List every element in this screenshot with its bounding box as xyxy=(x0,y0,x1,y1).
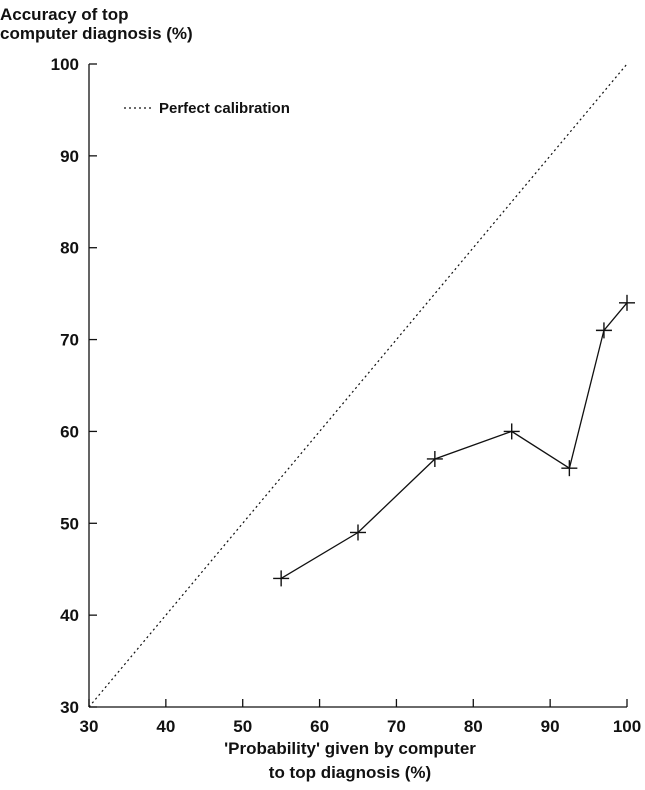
observed-accuracy-line xyxy=(280,302,628,579)
x-tick-label: 90 xyxy=(541,717,560,736)
data-point-marker xyxy=(273,570,290,587)
x-axis-title: 'Probability' given by computer to top di… xyxy=(224,739,476,782)
x-tick-label: 100 xyxy=(613,717,641,736)
data-point-marker xyxy=(426,450,443,467)
y-axis-ticks: 30 40 50 60 70 80 90 100 xyxy=(51,55,97,717)
x-tick-label: 60 xyxy=(310,717,329,736)
y-axis-title-line: Accuracy of top xyxy=(0,5,128,24)
x-tick-label: 70 xyxy=(387,717,406,736)
x-axis-ticks: 30 40 50 60 70 80 90 100 xyxy=(80,699,641,736)
perfect-calibration-line xyxy=(88,63,628,708)
y-tick-label: 70 xyxy=(60,331,79,350)
legend-label: Perfect calibration xyxy=(159,100,290,117)
x-tick-label: 50 xyxy=(233,717,252,736)
y-tick-label: 40 xyxy=(60,606,79,625)
series-layer xyxy=(88,63,635,708)
y-tick-label: 80 xyxy=(60,239,79,258)
observed-accuracy-series xyxy=(273,294,635,587)
data-point-marker xyxy=(350,524,366,541)
x-tick-label: 80 xyxy=(464,717,483,736)
x-axis-title-line: 'Probability' given by computer xyxy=(224,739,476,758)
x-axis-title-line: to top diagnosis (%) xyxy=(269,763,431,782)
axes xyxy=(88,64,627,708)
data-point-marker xyxy=(503,423,520,440)
x-tick-label: 30 xyxy=(80,717,99,736)
y-tick-label: 30 xyxy=(60,698,79,717)
perfect-calibration-series xyxy=(88,63,628,708)
legend: Perfect calibration xyxy=(124,100,290,117)
data-point-marker xyxy=(561,460,578,477)
y-tick-label: 50 xyxy=(60,514,79,533)
y-tick-label: 100 xyxy=(51,55,79,74)
legend-item: Perfect calibration xyxy=(124,100,290,117)
y-tick-label: 60 xyxy=(60,422,79,441)
y-tick-label: 90 xyxy=(60,147,79,166)
y-axis-title-line: computer diagnosis (%) xyxy=(0,24,193,43)
data-point-marker xyxy=(619,294,635,311)
x-tick-label: 40 xyxy=(156,717,175,736)
data-point-marker xyxy=(595,322,612,339)
